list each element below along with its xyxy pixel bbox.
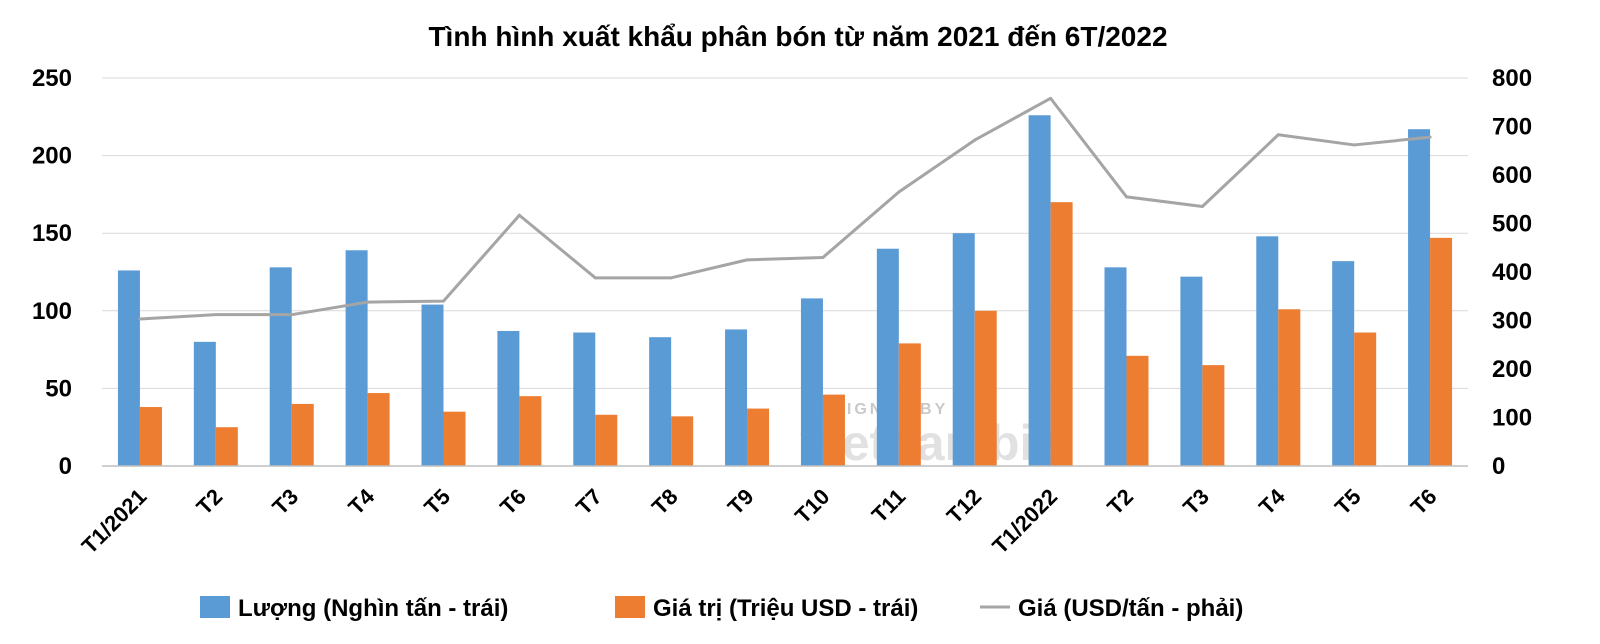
bar-gia-tri xyxy=(1050,202,1073,466)
x-tick-label: T10 xyxy=(790,484,834,528)
bar-gia-tri xyxy=(519,396,542,466)
bar-luong xyxy=(573,332,596,466)
x-tick-label: T6 xyxy=(495,484,531,520)
y-left-tick-label: 250 xyxy=(32,65,72,92)
x-tick-label: T11 xyxy=(867,484,911,528)
legend-swatch xyxy=(615,596,645,618)
line-point xyxy=(517,213,521,217)
bar-luong xyxy=(725,329,748,466)
bar-luong xyxy=(876,248,899,466)
bar-gia-tri xyxy=(974,310,997,466)
bar-luong xyxy=(269,267,292,466)
bar-gia-tri xyxy=(443,411,466,466)
bar-luong xyxy=(421,304,444,466)
line-point xyxy=(745,258,749,262)
y-right-tick-label: 600 xyxy=(1492,162,1532,189)
x-tick-label: T3 xyxy=(1178,484,1214,520)
bar-luong xyxy=(1028,115,1051,467)
x-tick-label: T5 xyxy=(419,484,455,520)
bar-gia-tri xyxy=(1430,237,1453,466)
x-tick-label: T4 xyxy=(343,483,379,519)
line-point xyxy=(821,255,825,259)
bar-luong xyxy=(193,341,216,466)
line-point xyxy=(442,299,445,303)
legend-label: Giá (USD/tấn - phải) xyxy=(1018,595,1243,622)
legend-swatch xyxy=(200,596,230,618)
x-tick-label: T4 xyxy=(1254,483,1290,519)
line-point xyxy=(1200,205,1204,209)
x-tick-label: T12 xyxy=(942,484,986,528)
bars xyxy=(117,115,1453,467)
x-tick-label: T9 xyxy=(723,484,759,520)
chart-title: Tình hình xuất khẩu phân bón từ năm 2021… xyxy=(428,21,1167,52)
bar-luong xyxy=(117,270,140,466)
bar-gia-tri xyxy=(139,407,162,466)
bar-luong xyxy=(649,337,672,466)
x-tick-label: T6 xyxy=(1406,484,1442,520)
bar-luong xyxy=(1180,276,1203,466)
bar-gia-tri xyxy=(822,394,845,466)
y-right-tick-label: 400 xyxy=(1492,259,1532,286)
bar-gia-tri xyxy=(1278,309,1301,466)
legend-label: Giá trị (Triệu USD - trái) xyxy=(653,595,918,622)
y-right-tick-label: 100 xyxy=(1492,405,1532,432)
line-point xyxy=(214,313,218,317)
bar-luong xyxy=(345,250,368,466)
price-line xyxy=(138,96,1432,321)
x-tick-label: T5 xyxy=(1330,484,1366,520)
legend-label: Lượng (Nghìn tấn - trái) xyxy=(238,595,508,622)
bar-gia-tri xyxy=(291,403,314,466)
bar-luong xyxy=(1332,261,1355,466)
x-tick-label: T8 xyxy=(647,484,683,520)
bar-gia-tri xyxy=(747,408,770,466)
bar-gia-tri xyxy=(1354,332,1377,466)
y-right-tick-label: 300 xyxy=(1492,308,1532,335)
y-left-tick-label: 200 xyxy=(32,143,72,170)
line-point xyxy=(366,300,370,304)
y-left-tick-label: 0 xyxy=(59,453,72,480)
bar-luong xyxy=(497,330,520,466)
y-right-tick-label: 0 xyxy=(1492,453,1505,480)
bar-luong xyxy=(952,233,975,466)
line-point xyxy=(897,190,901,194)
line-point xyxy=(669,276,673,280)
line-point xyxy=(1276,133,1280,137)
bar-gia-tri xyxy=(1126,355,1149,466)
legend: Lượng (Nghìn tấn - trái) Giá trị (Triệu U… xyxy=(200,595,1243,622)
bar-gia-tri xyxy=(671,416,694,466)
line-point xyxy=(1428,135,1432,139)
line-point xyxy=(1352,143,1356,147)
bar-luong xyxy=(1408,129,1431,466)
bar-gia-tri xyxy=(898,343,921,466)
x-tick-label: T7 xyxy=(571,484,607,520)
line-point xyxy=(1049,96,1053,100)
bar-luong xyxy=(800,298,823,466)
y-right-tick-label: 700 xyxy=(1492,114,1532,141)
y-right-tick-label: 500 xyxy=(1492,211,1532,238)
bar-gia-tri xyxy=(1202,365,1225,466)
x-tick-label: T2 xyxy=(192,484,228,520)
x-tick-label: T1/2021 xyxy=(77,484,152,559)
line-gia xyxy=(139,96,1431,321)
bar-gia-tri xyxy=(595,414,618,466)
line-point xyxy=(973,138,977,142)
x-tick-label: T3 xyxy=(267,484,303,520)
bar-luong xyxy=(1256,236,1279,466)
y-left-tick-label: 100 xyxy=(32,298,72,325)
line-point xyxy=(1125,195,1128,199)
x-tick-label: T1/2022 xyxy=(987,484,1062,559)
y-left-tick-label: 150 xyxy=(32,220,72,247)
x-tick-label: T2 xyxy=(1102,484,1138,520)
line-point xyxy=(138,317,142,321)
y-left-tick-label: 50 xyxy=(45,375,72,402)
bar-gia-tri xyxy=(215,427,238,466)
bar-gia-tri xyxy=(367,393,390,466)
y-right-tick-label: 800 xyxy=(1492,65,1532,92)
bar-luong xyxy=(1104,267,1127,466)
line-point xyxy=(593,276,597,280)
line-point xyxy=(290,313,294,317)
y-right-tick-label: 200 xyxy=(1492,356,1532,383)
